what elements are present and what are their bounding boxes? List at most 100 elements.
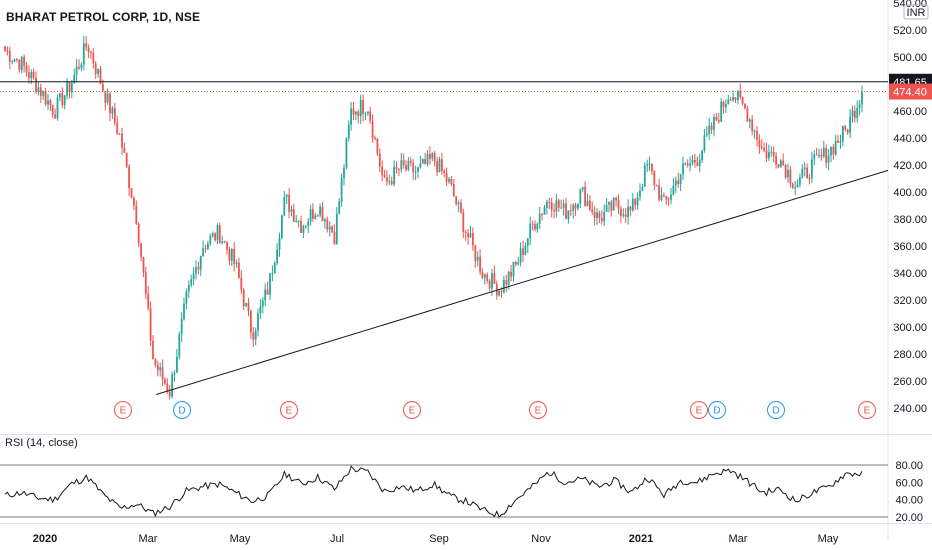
candle xyxy=(204,244,207,253)
candle xyxy=(295,215,298,223)
candle xyxy=(469,225,472,239)
candle xyxy=(383,169,386,179)
rsi-tick-label: 40.00 xyxy=(895,495,923,507)
candle-body xyxy=(97,69,99,74)
candle xyxy=(541,212,543,221)
candle xyxy=(433,150,436,167)
price-tick-label: 520.00 xyxy=(893,25,927,37)
candle xyxy=(808,174,811,185)
candle-body xyxy=(441,159,443,171)
candle xyxy=(441,152,443,175)
candle-body xyxy=(562,203,565,208)
earnings-event-icon[interactable]: E xyxy=(403,401,421,419)
candle-body xyxy=(543,207,546,215)
candle xyxy=(393,160,395,187)
candle-body xyxy=(166,383,169,392)
candle xyxy=(407,157,410,172)
candle xyxy=(202,240,204,257)
dividend-event-icon[interactable]: D xyxy=(767,401,785,419)
candle xyxy=(111,106,114,120)
candle xyxy=(283,190,286,217)
candle xyxy=(658,178,660,202)
earnings-event-icon[interactable]: E xyxy=(690,401,708,419)
candle xyxy=(352,101,355,120)
candle xyxy=(655,184,658,187)
candle-body xyxy=(402,160,405,166)
candle-body xyxy=(75,66,78,75)
candle-body xyxy=(371,121,374,138)
candle xyxy=(665,195,668,205)
candle-body xyxy=(417,167,419,172)
candle-body xyxy=(125,152,128,167)
candle xyxy=(35,71,37,95)
candle-body xyxy=(238,262,240,278)
candle xyxy=(400,152,403,173)
candle-body xyxy=(822,148,825,157)
candle-body xyxy=(856,107,859,118)
candle xyxy=(426,150,429,167)
candle xyxy=(581,186,584,193)
event-label: E xyxy=(696,406,703,417)
candle xyxy=(13,58,16,63)
chart-title: BHARAT PETROL CORP, 1D, NSE xyxy=(6,10,201,24)
candle-body xyxy=(746,108,749,122)
candle xyxy=(775,152,777,169)
candle-body xyxy=(233,248,236,264)
candle-body xyxy=(744,103,746,109)
candle xyxy=(672,177,675,196)
candle-body xyxy=(515,261,517,265)
candle-body xyxy=(230,248,233,261)
candle-body xyxy=(257,313,259,331)
candle-body xyxy=(381,166,384,176)
candle xyxy=(643,162,646,187)
candle xyxy=(483,273,486,285)
last-price-pill: 474.40 xyxy=(889,83,932,100)
time-tick-label: Nov xyxy=(531,533,551,545)
candle-body xyxy=(550,202,553,210)
candle xyxy=(600,210,603,225)
candle xyxy=(593,206,596,226)
candle xyxy=(70,79,73,98)
candle-body xyxy=(195,267,197,274)
candle-body xyxy=(309,209,312,222)
candle-body xyxy=(424,159,426,165)
candle-body xyxy=(720,101,723,122)
candle-body xyxy=(13,59,16,61)
candle-body xyxy=(739,91,742,98)
candle-body xyxy=(66,81,68,96)
candle-body xyxy=(799,177,801,185)
candle xyxy=(87,44,90,59)
earnings-event-icon[interactable]: E xyxy=(114,401,132,419)
candle xyxy=(80,62,83,72)
candle-body xyxy=(247,303,250,311)
time-tick-label: Mar xyxy=(139,533,158,545)
candle-body xyxy=(283,197,286,216)
earnings-event-icon[interactable]: E xyxy=(858,401,876,419)
candle-body xyxy=(273,263,276,274)
candle xyxy=(161,359,164,387)
candle xyxy=(304,224,307,229)
candle xyxy=(269,272,271,300)
candle xyxy=(851,105,854,123)
candle xyxy=(18,59,21,73)
candle xyxy=(756,126,758,147)
event-label: E xyxy=(286,406,293,417)
candle xyxy=(531,220,534,231)
candle xyxy=(97,68,99,78)
candle-body xyxy=(861,91,863,105)
candle xyxy=(476,251,479,267)
candle xyxy=(135,200,138,225)
candle-body xyxy=(49,100,52,106)
dividend-event-icon[interactable]: D xyxy=(708,401,726,419)
candle-body xyxy=(393,167,395,185)
candle-body xyxy=(211,233,214,237)
candle xyxy=(698,153,701,173)
candle-body xyxy=(338,201,341,214)
earnings-event-icon[interactable]: E xyxy=(280,401,298,419)
earnings-event-icon[interactable]: E xyxy=(529,401,547,419)
candle xyxy=(168,385,171,400)
trendline[interactable] xyxy=(156,169,889,395)
candle-body xyxy=(340,178,343,202)
dividend-event-icon[interactable]: D xyxy=(173,401,191,419)
